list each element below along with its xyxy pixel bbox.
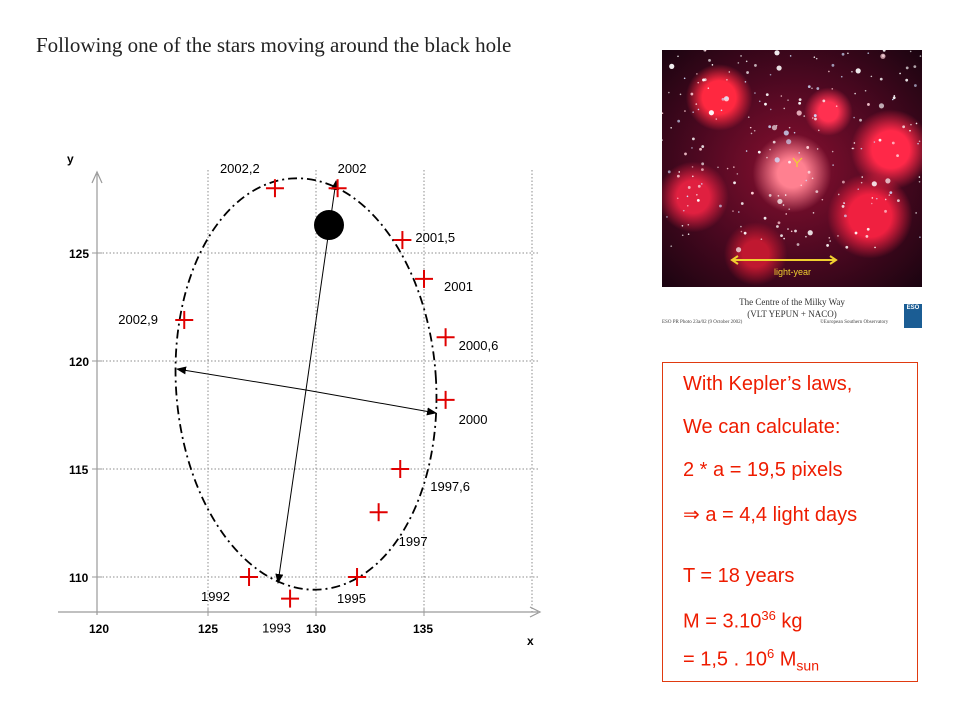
eso-logo: ESO (904, 304, 922, 328)
major-axis-arrow-lower (275, 382, 308, 584)
scale-bar-right-arrowhead (829, 255, 838, 265)
observation-marker-2002 (328, 179, 347, 198)
caption-photo-id: ESO PR Photo 23a/02 (9 October 2002) (662, 320, 743, 325)
observation-markers: 1992 1993 1995 1997 1997,6 2000 2000,6 2001 2001… (118, 161, 498, 635)
observation-label-2001: 2001 (444, 279, 473, 294)
y-tick-label-110: 110 (69, 571, 89, 585)
x-tick-label-125: 125 (198, 622, 218, 636)
observation-marker-1992 (240, 568, 259, 586)
calc-line-a: ⇒ a = 4,4 light days (683, 502, 857, 527)
observation-label-1993: 1993 (262, 621, 291, 636)
x-axis-arrowhead (529, 606, 542, 618)
implies-arrow-icon: ⇒ (683, 504, 700, 526)
minor-axis-arrow-right (305, 389, 437, 416)
observation-marker-2000-6 (436, 328, 455, 347)
calc-line-period: T = 18 years (683, 565, 795, 587)
observation-label-1997: 1997 (399, 534, 428, 549)
y-axis-arrowhead (91, 170, 103, 184)
observation-marker-2002-9 (175, 310, 194, 329)
caption-copyright: ©European Southern Observatory (820, 320, 889, 325)
observation-marker-2000 (436, 390, 455, 409)
observation-label-2002-2: 2002,2 (220, 161, 260, 176)
observation-marker-1997 (369, 503, 388, 522)
y-tick-label-115: 115 (69, 463, 89, 477)
observation-marker-1995 (348, 568, 367, 586)
calc-line-2a: 2 * a = 19,5 pixels (683, 459, 843, 481)
observation-marker-1993 (281, 589, 300, 608)
x-tick-label-130: 130 (306, 622, 326, 636)
light-year-scale-label: light-year (774, 267, 811, 277)
x-axis-ticks (207, 608, 425, 616)
orbit-ellipse (174, 177, 438, 591)
calc-a-value: a = 4,4 light days (699, 504, 858, 526)
star-points (662, 50, 922, 253)
x-axis-label: x (527, 634, 534, 648)
calc-line-calculate: We can calculate: (683, 416, 841, 438)
minor-axis-arrow-left (176, 366, 307, 391)
x-tick-label-120: 120 (89, 622, 109, 636)
scale-bar-left-arrowhead (730, 255, 739, 265)
y-axis-ticks (92, 252, 102, 578)
observation-label-1995: 1995 (337, 591, 366, 606)
observation-label-2000-6: 2000,6 (459, 338, 499, 353)
y-axis-label: y (67, 152, 74, 166)
sgr-a-star-marker (792, 157, 803, 167)
caption-title: The Centre of the Milky Way (739, 297, 845, 307)
observation-label-2000: 2000 (459, 412, 488, 427)
image-caption: The Centre of the Milky Way (VLT YEPUN +… (662, 292, 922, 330)
axes (58, 170, 542, 618)
observation-label-2002: 2002 (338, 161, 367, 176)
observation-marker-1997-6 (391, 460, 410, 478)
orbit-plot: y x 120 125 130 135 110 115 120 125 1992… (58, 152, 542, 648)
milky-way-centre-image: light-year (662, 50, 922, 287)
starfield: light-year (662, 50, 922, 277)
y-tick-label-125: 125 (69, 247, 89, 261)
caption-subtitle: (VLT YEPUN + NACO) (747, 309, 837, 319)
kepler-calculation-box: With Kepler’s laws, We can calculate: 2 … (662, 362, 918, 682)
y-tick-label-120: 120 (69, 355, 89, 369)
calc-line-kepler: With Kepler’s laws, (683, 373, 853, 395)
observation-label-1992: 1992 (201, 589, 230, 604)
observation-marker-2001-5 (393, 231, 412, 250)
observation-marker-2001 (415, 269, 433, 288)
observation-label-1997-6: 1997,6 (430, 479, 470, 494)
calc-line-solar-mass: = 1,5 . 106 Msun (683, 646, 819, 674)
black-hole-marker (314, 210, 344, 240)
slide-title: Following one of the stars moving around… (36, 33, 512, 57)
observation-label-2002-9: 2002,9 (118, 312, 158, 327)
calc-line-mass: M = 3.1036 kg (683, 608, 803, 633)
grid-lines (92, 170, 540, 612)
x-tick-label-135: 135 (413, 622, 433, 636)
observation-marker-2002-2 (265, 179, 284, 198)
observation-label-2001-5: 2001,5 (415, 230, 455, 245)
